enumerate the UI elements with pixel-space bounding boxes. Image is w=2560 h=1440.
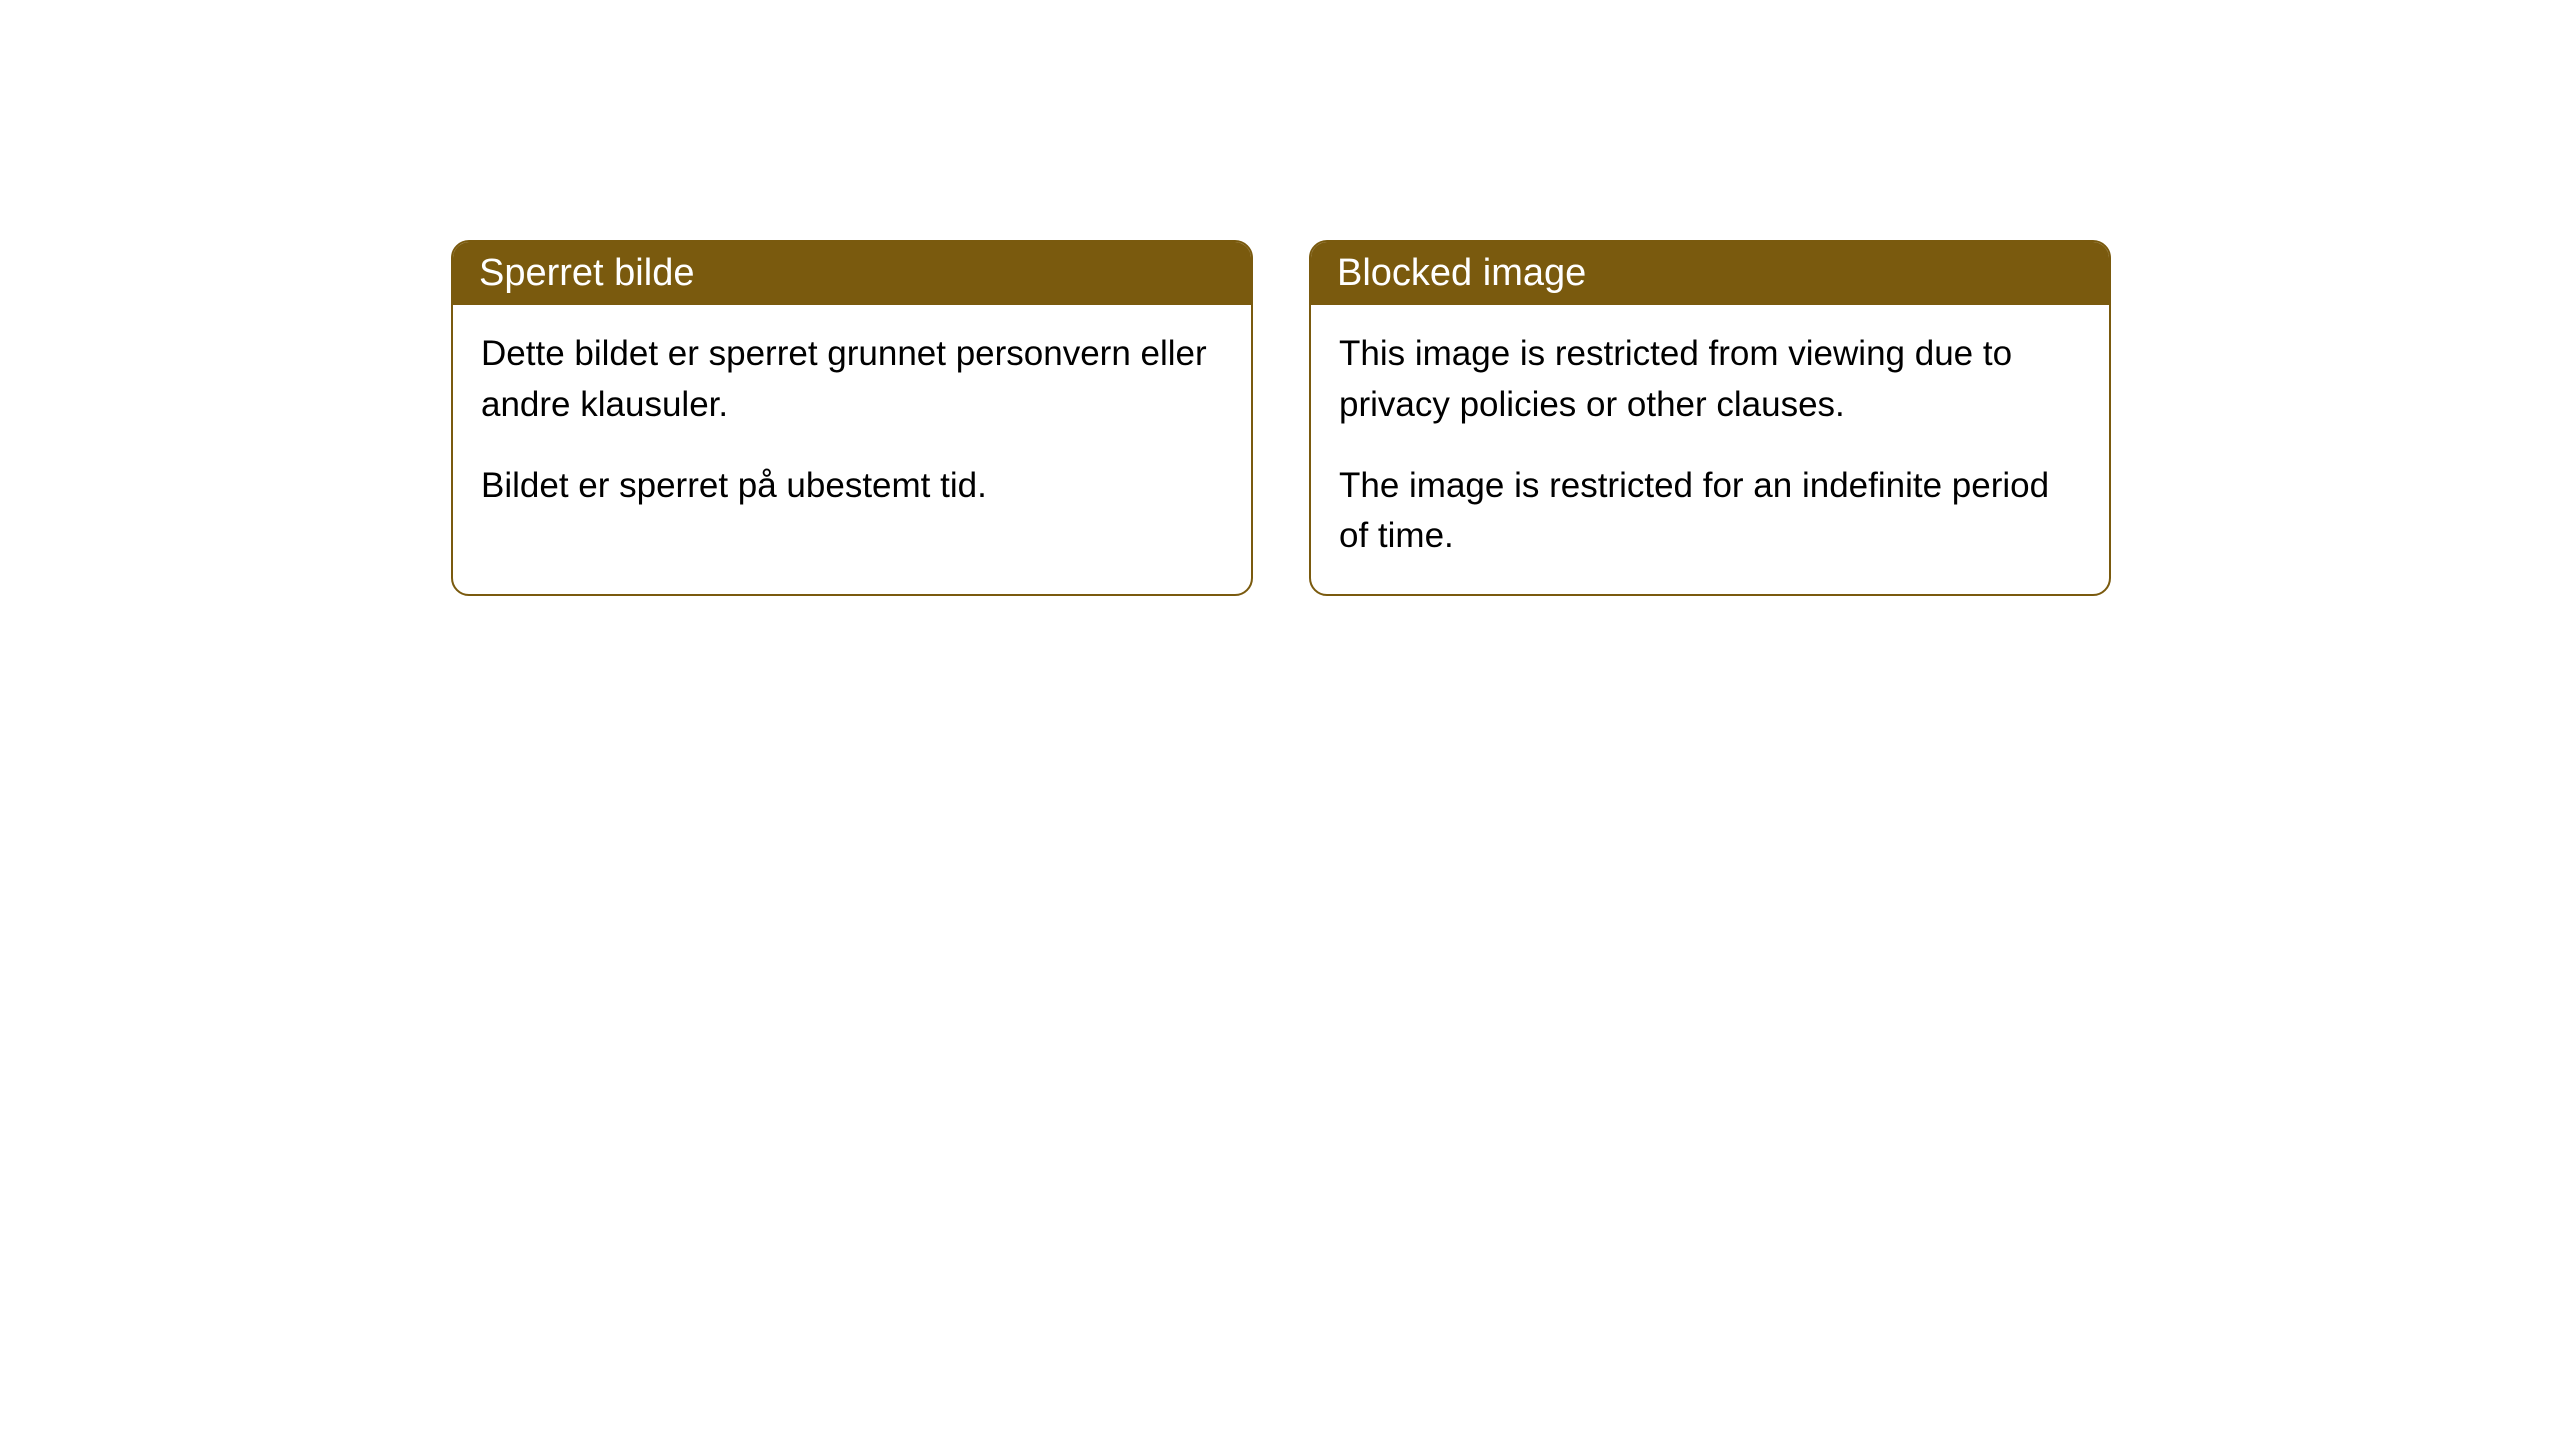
- card-title: Blocked image: [1337, 252, 1586, 294]
- card-paragraph: Bildet er sperret på ubestemt tid.: [481, 461, 1223, 512]
- card-header: Blocked image: [1311, 242, 2109, 305]
- notice-card-norwegian: Sperret bilde Dette bildet er sperret gr…: [451, 240, 1253, 596]
- card-paragraph: This image is restricted from viewing du…: [1339, 329, 2081, 431]
- card-body: This image is restricted from viewing du…: [1311, 305, 2109, 594]
- card-header: Sperret bilde: [453, 242, 1251, 305]
- card-paragraph: The image is restricted for an indefinit…: [1339, 461, 2081, 563]
- card-title: Sperret bilde: [479, 252, 694, 294]
- notice-card-english: Blocked image This image is restricted f…: [1309, 240, 2111, 596]
- notice-cards-container: Sperret bilde Dette bildet er sperret gr…: [451, 240, 2560, 596]
- card-body: Dette bildet er sperret grunnet personve…: [453, 305, 1251, 543]
- card-paragraph: Dette bildet er sperret grunnet personve…: [481, 329, 1223, 431]
